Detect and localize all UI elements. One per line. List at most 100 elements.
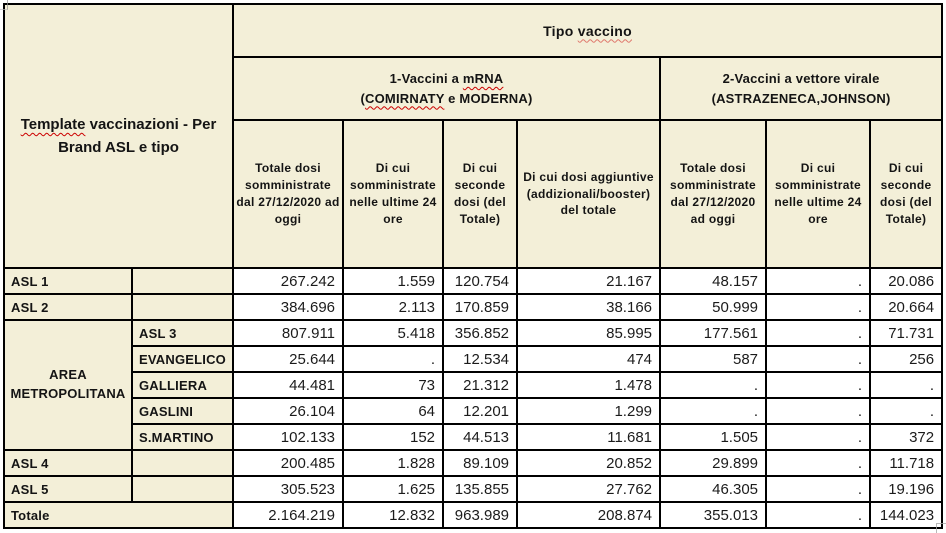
value-cell: 25.644 — [232, 345, 345, 373]
value-cell: 21.312 — [442, 371, 519, 399]
value-cell: 152 — [342, 423, 445, 451]
value-cell: 73 — [342, 371, 445, 399]
value-cell: . — [765, 423, 872, 451]
value-cell: 5.418 — [342, 319, 445, 347]
value-cell: 256 — [869, 345, 944, 373]
title-line2: Brand ASL e tipo — [58, 139, 179, 156]
total-row-label: Totale — [2, 501, 235, 529]
total-value-cell: 963.989 — [442, 501, 519, 529]
value-cell: 26.104 — [232, 397, 345, 425]
row-sublabel: S.MARTINO — [130, 423, 235, 451]
value-cell: . — [765, 475, 872, 503]
value-cell: . — [765, 371, 872, 399]
value-cell: 135.855 — [442, 475, 519, 503]
row-sublabel: EVANGELICO — [130, 345, 235, 373]
row-label: ASL 5 — [3, 475, 133, 503]
value-cell: 384.696 — [232, 293, 345, 321]
value-cell: 12.534 — [442, 345, 519, 373]
tipo-vaccino-word: vaccino — [577, 22, 633, 39]
row-label: ASL 2 — [3, 293, 133, 321]
row-sublabel-empty — [130, 293, 235, 321]
title-line1-rest: vaccinazioni - Per — [85, 115, 217, 133]
table-row-gaslini: GASLINI 26.104 64 12.201 1.299 . . . — [4, 397, 944, 425]
value-cell: 46.305 — [659, 475, 768, 503]
value-cell: 267.242 — [232, 267, 345, 295]
value-cell: 11.718 — [869, 449, 944, 477]
header-row-columns: Totale dosi somministrate dal 27/12/2020… — [4, 119, 944, 269]
value-cell: 19.196 — [869, 475, 944, 503]
row-sublabel-empty — [130, 267, 235, 295]
value-cell: 1.625 — [342, 475, 445, 503]
value-cell: 11.681 — [516, 423, 662, 451]
value-cell: 1.559 — [342, 267, 445, 295]
value-cell: 89.109 — [442, 449, 519, 477]
value-cell: 12.201 — [442, 397, 519, 425]
total-value-cell: 144.023 — [869, 501, 944, 529]
value-cell: 356.852 — [442, 319, 519, 347]
row-sublabel-empty — [130, 449, 235, 477]
value-cell: 1.299 — [516, 397, 662, 425]
value-cell: 1.478 — [516, 371, 662, 399]
row-sublabel: ASL 3 — [130, 319, 235, 347]
value-cell: 1.828 — [342, 449, 445, 477]
value-cell: 64 — [342, 397, 445, 425]
value-cell: 27.762 — [516, 475, 662, 503]
value-cell: 29.899 — [659, 449, 768, 477]
value-cell: 200.485 — [232, 449, 345, 477]
col-header-viral-ultime-24-ore: Di cui somministrate nelle ultime 24 ore — [765, 119, 872, 269]
header-group-viral-vector: 2-Vaccini a vettore virale (ASTRAZENECA,… — [659, 56, 944, 121]
value-cell: 48.157 — [659, 267, 768, 295]
group-viral-line2: (ASTRAZENECA,JOHNSON) — [711, 90, 891, 106]
col-header-mrna-ultime-24-ore: Di cui somministrate nelle ultime 24 ore — [342, 119, 445, 269]
total-value-cell: 12.832 — [342, 501, 445, 529]
value-cell: . — [869, 371, 944, 399]
value-cell: . — [765, 449, 872, 477]
row-label: ASL 1 — [3, 267, 133, 295]
page-title: Template vaccinazioni - Per Brand ASL e t… — [6, 113, 231, 160]
total-value-cell: . — [765, 501, 872, 529]
table-row-asl5: ASL 5 305.523 1.625 135.855 27.762 46.30… — [3, 475, 944, 503]
title-word-template: Template — [20, 115, 86, 133]
row-label-area-metropolitana: AREA METROPOLITANA — [3, 319, 133, 451]
value-cell: 71.731 — [869, 319, 944, 347]
value-cell: . — [765, 397, 872, 425]
tipo-vaccino-prefix: Tipo — [543, 22, 578, 39]
group-mrna-line2-rest: e MODERNA) — [444, 90, 533, 106]
value-cell: 1.505 — [659, 423, 768, 451]
group-viral-line1: 2-Vaccini a vettore virale — [722, 71, 880, 86]
group-mrna-line2-prefix: ( — [360, 90, 366, 106]
col-header-viral-seconde-dosi: Di cui seconde dosi (del Totale) — [869, 119, 944, 269]
row-sublabel: GALLIERA — [130, 371, 235, 399]
value-cell: . — [659, 371, 768, 399]
group-mrna-line2-word: COMIRNATY — [365, 90, 445, 106]
table-row-asl3: AREA METROPOLITANA ASL 3 807.911 5.418 3… — [3, 319, 944, 451]
table-row-asl4: ASL 4 200.485 1.828 89.109 20.852 29.899… — [3, 449, 944, 477]
value-cell: . — [659, 397, 768, 425]
header-tipo-vaccino: Tipo vaccino — [232, 3, 944, 58]
value-cell: 21.167 — [516, 267, 662, 295]
vaccination-table: Template vaccinazioni - Per Brand ASL e t… — [2, 3, 944, 529]
value-cell: 85.995 — [516, 319, 662, 347]
row-label: ASL 4 — [3, 449, 133, 477]
value-cell: 177.561 — [659, 319, 768, 347]
value-cell: 44.513 — [442, 423, 519, 451]
group-mrna-line1-prefix: 1-Vaccini a — [389, 71, 463, 86]
value-cell: 20.852 — [516, 449, 662, 477]
header-row-tipo-vaccino: Template vaccinazioni - Per Brand ASL e t… — [2, 3, 944, 269]
value-cell: . — [342, 345, 445, 373]
value-cell: 102.133 — [232, 423, 345, 451]
value-cell: 170.859 — [442, 293, 519, 321]
value-cell: 120.754 — [442, 267, 519, 295]
row-sublabel: GASLINI — [130, 397, 235, 425]
total-value-cell: 355.013 — [659, 501, 768, 529]
total-row: Totale 2.164.219 12.832 963.989 208.874 … — [2, 501, 944, 529]
value-cell: 474 — [516, 345, 662, 373]
value-cell: 372 — [869, 423, 944, 451]
value-cell: 2.113 — [342, 293, 445, 321]
value-cell: . — [765, 345, 872, 373]
value-cell: . — [765, 319, 872, 347]
value-cell: 20.086 — [869, 267, 944, 295]
header-row-vaccine-groups: 1-Vaccini a mRNA (COMIRNATY e MODERNA) 2… — [4, 56, 944, 121]
value-cell: . — [869, 397, 944, 425]
